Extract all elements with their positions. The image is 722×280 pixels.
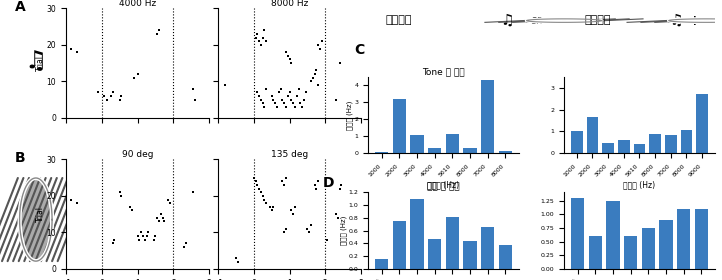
Bar	[445, 134, 459, 153]
Bar	[624, 236, 638, 269]
Title: 135 deg: 135 deg	[271, 150, 308, 158]
Text: ♫: ♫	[670, 13, 683, 27]
Bar	[618, 140, 630, 153]
Bar	[571, 198, 584, 269]
Bar	[695, 209, 708, 269]
Title: 8000 Hz: 8000 Hz	[271, 0, 308, 8]
Bar	[681, 130, 692, 153]
Text: D: D	[323, 176, 334, 190]
Bar	[586, 117, 599, 153]
Bar	[571, 131, 583, 153]
Bar	[649, 134, 661, 153]
Bar	[375, 152, 388, 153]
Y-axis label: 발화율 (Hz): 발화율 (Hz)	[341, 216, 347, 245]
Bar	[602, 143, 614, 153]
Bar	[428, 239, 441, 269]
Bar	[375, 259, 388, 269]
Text: A: A	[14, 0, 25, 14]
Polygon shape	[526, 19, 601, 22]
Bar	[677, 209, 690, 269]
Bar	[464, 241, 477, 269]
Bar	[642, 228, 655, 269]
Y-axis label: 발화율 (Hz): 발화율 (Hz)	[347, 100, 353, 130]
Bar	[445, 217, 459, 269]
Title: 방향 별 반응: 방향 별 반응	[427, 183, 460, 192]
Text: 단일자극: 단일자극	[386, 15, 412, 25]
Text: ♫: ♫	[25, 49, 47, 73]
X-axis label: 주파수 (Hz): 주파수 (Hz)	[623, 180, 656, 189]
Bar	[428, 148, 441, 153]
Text: B: B	[14, 151, 25, 165]
X-axis label: 주파수 (Hz): 주파수 (Hz)	[427, 180, 459, 189]
Bar	[606, 201, 619, 269]
Text: 다중자극: 다중자극	[585, 15, 612, 25]
Title: 90 deg: 90 deg	[122, 150, 153, 158]
Text: +: +	[689, 15, 700, 29]
Bar	[410, 135, 424, 153]
Bar	[464, 148, 477, 153]
Bar	[633, 144, 645, 153]
Y-axis label: Trial: Trial	[36, 206, 45, 222]
Bar	[499, 151, 512, 153]
Bar	[696, 94, 708, 153]
Title: 4000 Hz: 4000 Hz	[119, 0, 156, 8]
Bar	[588, 236, 602, 269]
Bar	[499, 245, 512, 269]
Bar	[659, 220, 673, 269]
Polygon shape	[19, 178, 52, 261]
Bar	[410, 199, 424, 269]
Title: Tone 별 반응: Tone 별 반응	[422, 67, 465, 76]
Bar	[481, 227, 495, 269]
Bar	[393, 221, 406, 269]
Bar	[393, 99, 406, 153]
Text: OR: OR	[531, 17, 544, 26]
Y-axis label: Trial: Trial	[36, 55, 45, 71]
Polygon shape	[669, 19, 722, 22]
Text: ♫: ♫	[500, 13, 513, 27]
Bar	[481, 80, 495, 153]
Bar	[665, 135, 677, 153]
Text: C: C	[355, 43, 365, 57]
